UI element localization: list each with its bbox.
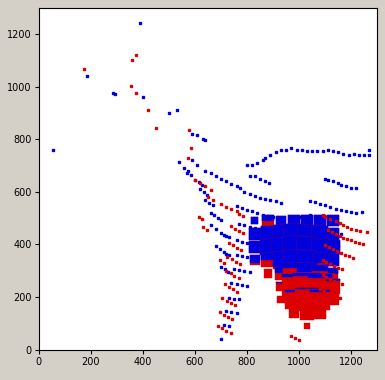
Bar	[312, 226, 328, 242]
Bar	[250, 255, 259, 265]
Bar	[273, 252, 289, 267]
Bar	[284, 250, 304, 270]
Bar	[288, 215, 300, 226]
Bar	[261, 226, 275, 241]
Bar	[295, 288, 318, 289]
Bar	[273, 225, 289, 242]
Bar	[326, 240, 340, 254]
Bar	[262, 215, 274, 226]
Bar	[285, 290, 303, 292]
Bar	[327, 254, 339, 266]
Bar	[327, 228, 339, 240]
Bar	[308, 274, 332, 299]
Bar	[310, 290, 330, 310]
Bar	[327, 215, 339, 226]
Bar	[304, 323, 310, 329]
Bar	[271, 238, 290, 256]
Bar	[295, 288, 318, 311]
Bar	[298, 225, 316, 243]
Bar	[276, 282, 286, 291]
Bar	[249, 228, 261, 240]
Bar	[264, 269, 272, 277]
Bar	[326, 279, 340, 280]
Bar	[276, 216, 286, 225]
Bar	[289, 308, 299, 318]
Bar	[283, 263, 304, 284]
Bar	[328, 268, 338, 273]
Bar	[300, 306, 314, 320]
Bar	[261, 253, 275, 267]
Bar	[284, 224, 304, 244]
Bar	[276, 216, 286, 225]
Bar	[251, 217, 258, 224]
Bar	[283, 236, 305, 258]
Bar	[275, 267, 287, 273]
Bar	[311, 265, 328, 271]
Bar	[301, 215, 313, 226]
Bar	[284, 224, 304, 244]
Bar	[282, 274, 306, 277]
Bar	[311, 239, 328, 253]
Bar	[283, 236, 305, 256]
Bar	[327, 254, 339, 266]
Bar	[275, 267, 287, 280]
Bar	[327, 215, 339, 226]
Bar	[249, 241, 261, 253]
Bar	[314, 306, 326, 319]
Bar	[313, 253, 327, 263]
Bar	[273, 252, 289, 269]
Bar	[308, 274, 332, 278]
Bar	[298, 225, 316, 243]
Bar	[298, 251, 316, 269]
Bar	[285, 290, 303, 309]
Bar	[326, 240, 340, 254]
Bar	[311, 265, 328, 282]
Bar	[250, 255, 259, 263]
Bar	[297, 237, 317, 257]
Bar	[249, 241, 261, 253]
Bar	[288, 215, 300, 226]
Bar	[326, 279, 340, 294]
Bar	[271, 238, 290, 256]
Bar	[297, 263, 317, 272]
Bar	[313, 253, 327, 268]
Bar	[249, 228, 261, 240]
Bar	[261, 253, 275, 260]
Bar	[327, 228, 339, 240]
Bar	[297, 263, 317, 283]
Bar	[261, 226, 275, 241]
Bar	[251, 217, 258, 224]
Bar	[260, 239, 276, 255]
Bar	[276, 282, 286, 283]
Bar	[273, 225, 289, 242]
Bar	[283, 263, 304, 268]
Bar	[314, 215, 326, 226]
Bar	[260, 239, 276, 255]
Bar	[298, 251, 316, 267]
Bar	[293, 273, 320, 300]
Bar	[328, 268, 338, 279]
Bar	[297, 237, 317, 257]
Bar	[314, 215, 326, 226]
Bar	[310, 290, 330, 291]
Bar	[312, 226, 328, 241]
Bar	[327, 294, 339, 306]
Bar	[262, 215, 274, 221]
Bar	[284, 250, 304, 270]
Bar	[277, 296, 285, 303]
Bar	[293, 273, 320, 276]
Bar	[311, 239, 328, 255]
Bar	[282, 274, 306, 299]
Bar	[301, 215, 313, 226]
